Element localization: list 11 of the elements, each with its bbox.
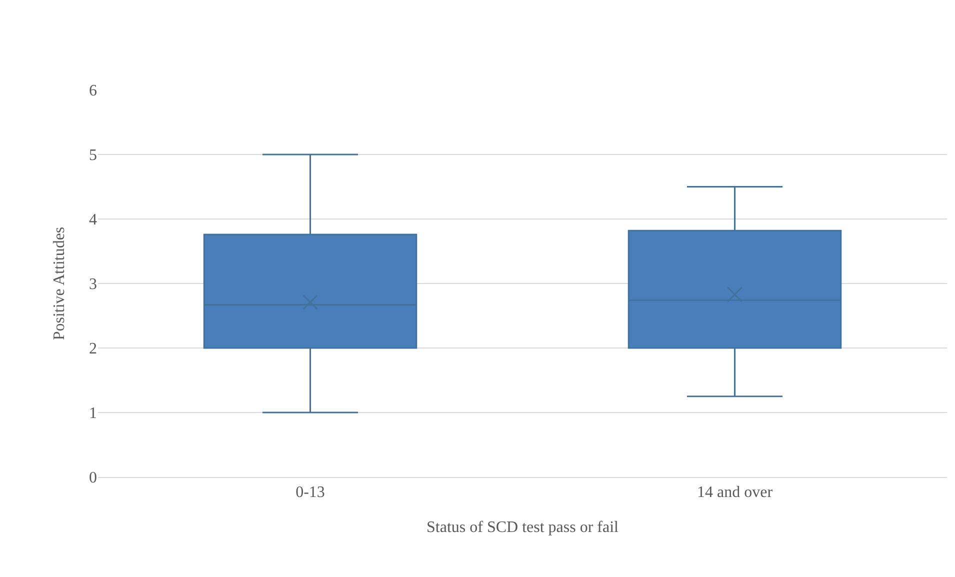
x-tick-label: 0-13 xyxy=(296,484,325,502)
y-tick-label: 0 xyxy=(89,470,97,487)
y-tick-label: 3 xyxy=(89,276,97,294)
x-tick-label: 14 and over xyxy=(696,484,774,502)
y-tick-label: 4 xyxy=(89,212,97,229)
y-axis-title: Positive Attitudes xyxy=(50,226,68,340)
y-tick-label: 6 xyxy=(89,82,97,100)
x-axis-title: Status of SCD test pass or fail xyxy=(426,518,620,536)
y-tick-label: 1 xyxy=(89,405,97,422)
y-tick-label: 5 xyxy=(89,147,97,164)
y-tick-label: 2 xyxy=(89,340,97,358)
